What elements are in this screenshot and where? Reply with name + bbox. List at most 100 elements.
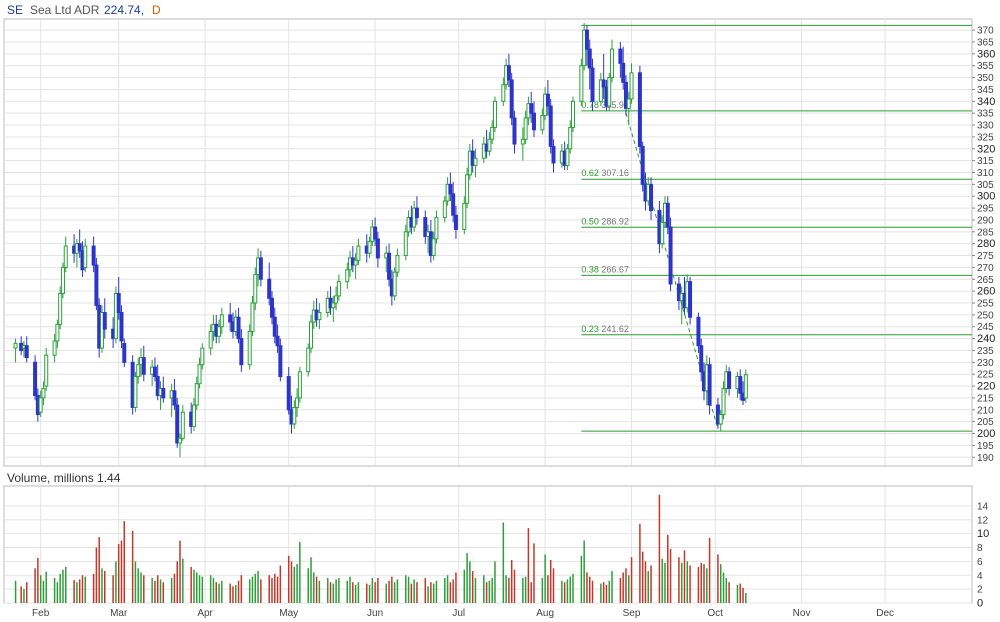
volume-bar [357,582,360,603]
price-tick-label: 245 [977,322,994,333]
volume-bar [154,580,156,603]
candle-body [375,238,380,259]
month-label: May [279,608,298,619]
volume-bar [708,537,711,603]
candle-body [626,98,631,109]
candle-body [649,183,654,211]
month-label: Jul [452,608,465,619]
volume-grid [4,486,972,604]
volume-bar [424,578,427,603]
candle-body [309,321,314,349]
volume-bar [248,579,251,603]
candle-body [487,138,492,152]
candle-body [63,245,68,268]
price-tick-label: 340 [977,96,995,108]
price-tick-label: 210 [977,405,994,416]
candle-body [334,295,339,304]
symbol-label: SE [7,3,23,17]
volume-bar [53,578,56,603]
volume-bar [544,554,546,603]
candle-body [520,138,525,145]
volume-bar [101,568,103,603]
month-label: Mar [110,608,128,619]
candle-body [136,364,141,378]
volume-bar [413,579,415,603]
candle-body [373,226,378,240]
volume-bar [491,578,493,603]
candle-body [587,48,592,69]
volume-bar [39,575,42,603]
interval-label[interactable]: D [152,3,161,17]
price-tick-label: 370 [977,26,994,37]
volume-bar [318,580,321,603]
candle-body [423,217,428,238]
candle-body [133,376,138,408]
candle-body [194,383,199,406]
candle-body [297,371,302,399]
candle-body [462,202,467,230]
volume-bar [396,579,399,603]
volume-bar [580,555,583,603]
volume-bar [703,564,705,603]
volume-bar [276,576,279,603]
volume-bar [405,575,407,603]
candle-body [197,364,202,385]
volume-bar [237,580,240,603]
price-tick-label: 350 [977,73,994,84]
volume-bar [218,583,220,603]
volume-bar [162,582,165,603]
volume-bar [131,530,134,603]
volume-bar [686,561,689,603]
volume-bar [619,578,622,603]
volume-bar [368,584,371,603]
candle-body [353,259,358,266]
candle-body [453,214,458,230]
volume-bar [193,569,195,603]
candle-body [172,390,177,406]
price-tick-label: 345 [977,85,994,96]
volume-bar [728,582,730,603]
fib-value: 241.62 [601,324,629,334]
candle-body [247,330,252,366]
volume-bar [201,576,204,603]
candle-body [721,387,726,416]
volume-tick-label: 4 [977,571,983,582]
volume-bar [232,586,234,603]
volume-bar [689,565,691,603]
volume-bar [310,557,312,603]
volume-bar [377,578,379,603]
volume-bar [120,540,123,603]
volume-bar [527,528,530,603]
volume-bar [151,578,153,603]
volume-bar [628,575,630,603]
candle-body [191,404,196,427]
price-tick-label: 200 [977,428,995,440]
volume-bar [611,571,613,603]
price-tick-label: 260 [977,286,995,298]
candle-body [356,245,361,261]
candle-body [545,93,550,107]
candle-body [660,221,665,245]
candle-body [688,281,693,318]
candle-body [598,79,603,102]
volume-bar [502,522,505,603]
volume-bar [209,575,212,603]
candle-body [523,117,528,140]
time-axis: Feb Mar Apr May Jun Jul Aug Sep Oct Nov Dec [32,608,894,619]
candle-body [465,174,470,204]
volume-bar [547,575,549,603]
candle-body [52,340,57,356]
fib-value: 286.92 [601,216,629,226]
volume-bar [137,568,139,603]
volume-bar [572,573,574,603]
candle-body [33,361,38,397]
volume-bar [463,569,466,603]
candle-body [529,103,534,114]
volume-bar [293,566,296,603]
price-tick-label: 325 [977,132,994,143]
volume-bar [371,578,374,603]
price-tick-label: 235 [977,346,994,357]
volume-bar [296,564,298,603]
volume-bar [212,578,215,603]
